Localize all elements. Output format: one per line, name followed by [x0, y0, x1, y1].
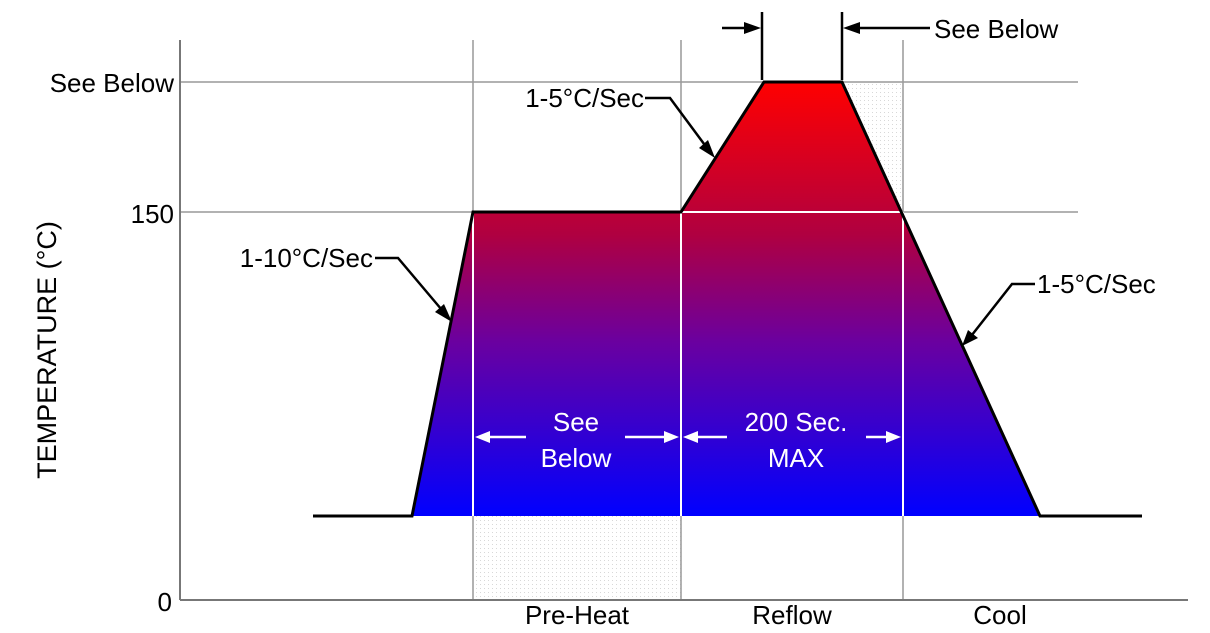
- reflow-time-label-line2: MAX: [768, 443, 824, 473]
- y-tick-150: 150: [131, 199, 174, 229]
- preheat-time-label-line2: Below: [541, 443, 612, 473]
- peak-time-label: See Below: [934, 14, 1059, 44]
- preheat-ramp-arrowhead: [435, 304, 452, 322]
- y-axis-label: TEMPERATURE (°C): [32, 221, 62, 479]
- profile-fill: [412, 82, 1040, 516]
- y-tick-0: 0: [158, 587, 172, 617]
- stage-label-reflow: Reflow: [752, 600, 832, 630]
- cool-ramp-arrowhead: [962, 330, 978, 346]
- stage-label-cool: Cool: [973, 600, 1026, 630]
- reflow-ramp-leader: [645, 96, 712, 153]
- preheat-arrow-right-head: [664, 431, 679, 443]
- cool-ramp-label: 1-5°C/Sec: [1037, 269, 1156, 299]
- preheat-arrow-left-head: [475, 431, 490, 443]
- cool-ramp-leader: [967, 282, 1035, 341]
- preheat-ramp-leader: [375, 256, 448, 317]
- stage-label-preheat: Pre-Heat: [525, 600, 630, 630]
- preheat-ramp-label: 1-10°C/Sec: [240, 243, 373, 273]
- reflow-arrow-right-head: [886, 431, 901, 443]
- reflow-ramp-label: 1-5°C/Sec: [525, 83, 644, 113]
- peak-arrow-left-head: [744, 22, 761, 34]
- preheat-time-label-line1: See: [553, 407, 599, 437]
- dotted-region-preheat: [473, 516, 681, 600]
- y-tick-peak: See Below: [50, 68, 175, 98]
- reflow-ramp-arrowhead: [699, 140, 715, 158]
- reflow-time-label-line1: 200 Sec.: [745, 407, 848, 437]
- reflow-arrow-left-head: [683, 431, 698, 443]
- profile-outline: [313, 80, 1142, 518]
- peak-arrow-right-head: [843, 22, 860, 34]
